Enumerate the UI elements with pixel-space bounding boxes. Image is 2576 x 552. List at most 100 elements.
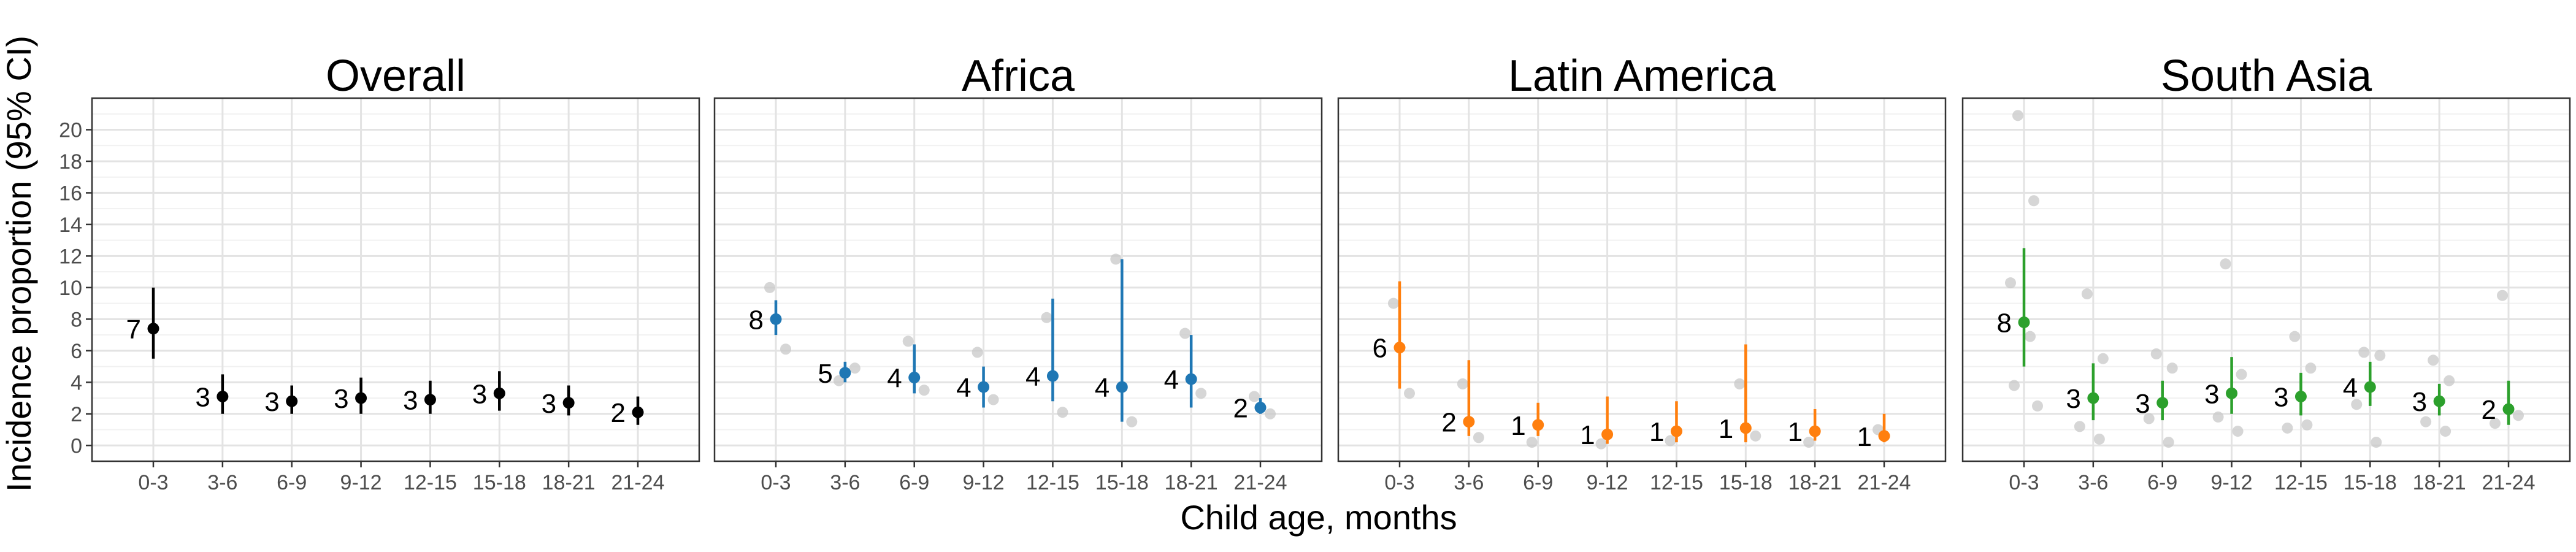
x-tick-label: 9-12 [340, 471, 382, 494]
estimate-point [2502, 403, 2515, 415]
x-tick-label: 0-3 [1384, 471, 1414, 494]
x-tick-label: 9-12 [2211, 471, 2253, 494]
study-point [2097, 353, 2109, 364]
count-label: 3 [334, 384, 348, 414]
study-point [2220, 258, 2231, 270]
x-tick-label: 21-24 [611, 471, 665, 494]
x-tick-label: 6-9 [899, 471, 929, 494]
x-tick-label: 21-24 [1858, 471, 1911, 494]
study-point [2009, 380, 2020, 391]
y-tick-label: 18 [59, 150, 82, 174]
study-point [2074, 421, 2085, 432]
count-label: 2 [1441, 408, 1456, 438]
study-point [2440, 426, 2451, 437]
y-tick-label: 16 [59, 182, 82, 205]
count-label: 2 [1233, 393, 1248, 423]
study-point [2305, 362, 2317, 374]
count-label: 1 [1857, 422, 1872, 452]
y-tick-label: 8 [71, 308, 82, 331]
x-tick-label: 3-6 [1454, 471, 1484, 494]
study-point [1750, 430, 1761, 442]
x-tick-label: 0-3 [761, 471, 791, 494]
study-point [2025, 331, 2036, 342]
y-tick-label: 4 [71, 371, 82, 394]
study-point [1041, 312, 1052, 323]
panel-border [1337, 97, 1947, 462]
study-point [849, 362, 861, 374]
count-label: 3 [472, 379, 487, 409]
count-label: 7 [126, 315, 141, 345]
panel-south-asia: South Asia 0-3 3-6 6-9 9-12 12-15 15-18 18-21 21… [1961, 52, 2571, 494]
estimate-point [1463, 416, 1475, 428]
estimate-point [2294, 390, 2307, 402]
y-tick-label: 12 [59, 245, 82, 268]
count-label: 3 [264, 387, 279, 417]
study-point [2212, 411, 2224, 423]
x-tick-label: 12-15 [404, 471, 457, 494]
count-label: 8 [1997, 308, 2012, 338]
x-tick-label: 12-15 [1650, 471, 1703, 494]
y-tick-label: 14 [59, 213, 82, 237]
count-label: 4 [956, 373, 971, 403]
count-label: 1 [1511, 411, 1525, 441]
y-tick-label: 6 [71, 340, 82, 363]
estimate-point [1185, 373, 1197, 385]
study-point [2351, 399, 2363, 410]
estimate-point [1670, 425, 1682, 437]
x-tick-label: 15-18 [473, 471, 526, 494]
count-label: 3 [2135, 389, 2150, 419]
study-point [2032, 400, 2043, 412]
study-point [2081, 288, 2093, 300]
study-point [1803, 437, 1815, 448]
x-tick-label: 18-21 [1165, 471, 1218, 494]
estimate-point [1878, 430, 1890, 442]
estimate-point [1116, 381, 1128, 393]
study-point [2093, 433, 2105, 445]
study-point [972, 347, 983, 358]
x-tick-label: 12-15 [1026, 471, 1079, 494]
study-point [2428, 355, 2439, 366]
count-label: 3 [195, 382, 210, 412]
x-tick-label: 21-24 [1234, 471, 1287, 494]
estimate-point [632, 406, 644, 418]
x-tick-label: 0-3 [138, 471, 168, 494]
study-point [2232, 426, 2244, 437]
estimate-point [2364, 381, 2376, 393]
x-tick-label: 0-3 [2009, 471, 2039, 494]
estimate-point [1254, 401, 1267, 413]
study-point [780, 343, 791, 355]
study-point [2166, 362, 2178, 374]
count-label: 4 [1095, 373, 1110, 403]
panel-title: Africa [962, 52, 1075, 101]
estimate-point [1739, 422, 1752, 434]
study-point [1388, 297, 1399, 309]
estimate-point [1046, 370, 1059, 382]
panel-africa: Africa 0-3 3-6 6-9 9-12 12-15 15-18 18-21 21-24 8… [713, 52, 1323, 494]
study-point [764, 282, 775, 293]
study-point [1595, 438, 1607, 450]
x-tick-label: 15-18 [2344, 471, 2397, 494]
study-point [2490, 418, 2501, 429]
study-point [2005, 277, 2016, 289]
panel-latin-america: Latin America 0-3 3-6 6-9 9-12 12-15 15-18 18-2… [1337, 52, 1947, 494]
estimate-point [1601, 428, 1614, 440]
count-label: 2 [2482, 395, 2496, 425]
estimate-point [1809, 425, 1821, 437]
panel-border [713, 97, 1323, 462]
y-tick-label: 10 [59, 277, 82, 300]
panel-border [1961, 97, 2571, 462]
study-point [2497, 289, 2508, 301]
x-tick-label: 15-18 [1095, 471, 1149, 494]
panel-border [91, 97, 700, 462]
study-point [902, 335, 914, 347]
x-tick-label: 15-18 [1719, 471, 1773, 494]
x-tick-label: 6-9 [2147, 471, 2177, 494]
x-tick-label: 9-12 [1587, 471, 1628, 494]
x-tick-label: 9-12 [963, 471, 1005, 494]
panel-title: Overall [326, 52, 466, 101]
study-point [2143, 413, 2155, 424]
panel-title: South Asia [2161, 52, 2372, 101]
study-point [987, 394, 999, 405]
